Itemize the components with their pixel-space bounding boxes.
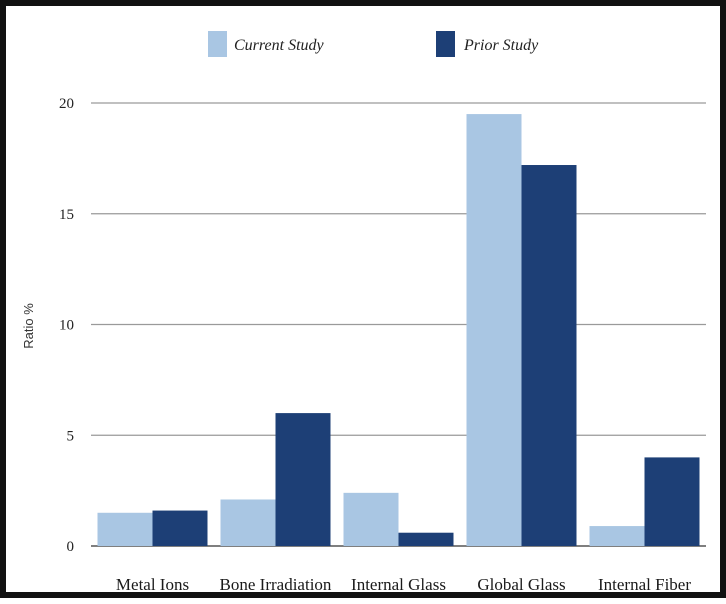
y-tick-label: 0 (67, 539, 75, 555)
bar-current-1 (220, 499, 276, 546)
bar-current-2 (343, 492, 399, 546)
category-label: Bone Irradiation (220, 575, 332, 594)
gridlines (91, 102, 706, 547)
legend-swatch (436, 31, 455, 57)
legend: Current Study Prior Study (208, 31, 539, 57)
bars (97, 114, 700, 546)
y-tick-label: 5 (67, 428, 75, 444)
bar-prior-3 (521, 165, 577, 546)
y-tick-labels: 0 5 10 15 20 (59, 96, 74, 555)
bar-prior-0 (152, 510, 208, 546)
bar-current-4 (589, 526, 645, 546)
category-label: Global Glass (477, 575, 565, 594)
category-label: Internal Fiber (598, 575, 691, 594)
y-axis-label: Ratio % (21, 303, 36, 349)
bar-prior-4 (644, 457, 700, 546)
bar-prior-2 (398, 532, 454, 546)
legend-swatch (208, 31, 227, 57)
y-tick-label: 10 (59, 318, 74, 334)
legend-label: Prior Study (463, 37, 539, 54)
bar-prior-1 (275, 413, 331, 546)
category-labels: Metal Ions Bone Irradiation Internal Glass… (116, 575, 691, 594)
category-label: Internal Glass (351, 575, 446, 594)
bar-current-3 (466, 114, 522, 546)
y-tick-label: 20 (59, 96, 74, 112)
y-tick-label: 15 (59, 207, 74, 223)
bar-chart: 0 5 10 15 20 Metal Ions Bone Irradiation Inter… (21, 31, 706, 594)
category-label: Metal Ions (116, 575, 189, 594)
bar-current-0 (97, 512, 153, 546)
legend-label: Current Study (234, 37, 325, 54)
